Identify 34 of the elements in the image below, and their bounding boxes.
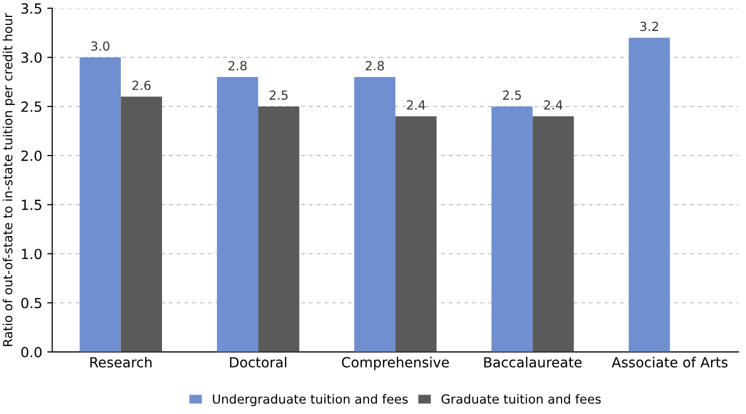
- bar: [491, 106, 533, 352]
- legend-label: Undergraduate tuition and fees: [212, 394, 408, 406]
- data-label: 2.5: [270, 90, 288, 100]
- data-label: 2.5: [503, 90, 521, 100]
- y-tick-label: 3.0: [21, 52, 42, 63]
- data-label: 2.6: [132, 80, 151, 90]
- x-tick-label: Research: [90, 356, 152, 368]
- legend-label: Graduate tuition and fees: [442, 394, 601, 404]
- x-tick-label: Associate of Arts: [612, 356, 728, 368]
- y-axis-title: Ratio of out-of-state to in-state tuition per credit hour: [2, 13, 15, 346]
- x-tick-label: Doctoral: [230, 356, 286, 368]
- bar: [216, 77, 258, 352]
- bar: [120, 96, 162, 352]
- data-label: 2.4: [406, 100, 426, 110]
- data-label: 2.8: [366, 60, 384, 70]
- data-label: 3.2: [640, 22, 658, 32]
- bar: [354, 77, 396, 352]
- bar: [80, 57, 121, 352]
- y-tick-label: 2.5: [21, 101, 42, 112]
- bar: [258, 106, 300, 352]
- bar: [395, 116, 437, 352]
- data-label: 2.4: [544, 100, 562, 110]
- y-tick-label: 2.0: [21, 150, 42, 162]
- y-tick-label: 0.5: [21, 298, 42, 308]
- y-tick-label: 1.5: [22, 200, 42, 210]
- bar: [532, 116, 574, 352]
- y-tick-label: 0.0: [21, 346, 42, 358]
- y-tick-label: 1.0: [22, 248, 42, 260]
- x-tick-label: Baccalaureate: [484, 356, 582, 368]
- x-tick-label: Comprehensive: [342, 356, 449, 370]
- y-tick-label: 3.5: [21, 3, 42, 14]
- data-label: 2.8: [228, 60, 247, 70]
- data-label: 3.0: [91, 41, 110, 51]
- bar: [628, 38, 670, 352]
